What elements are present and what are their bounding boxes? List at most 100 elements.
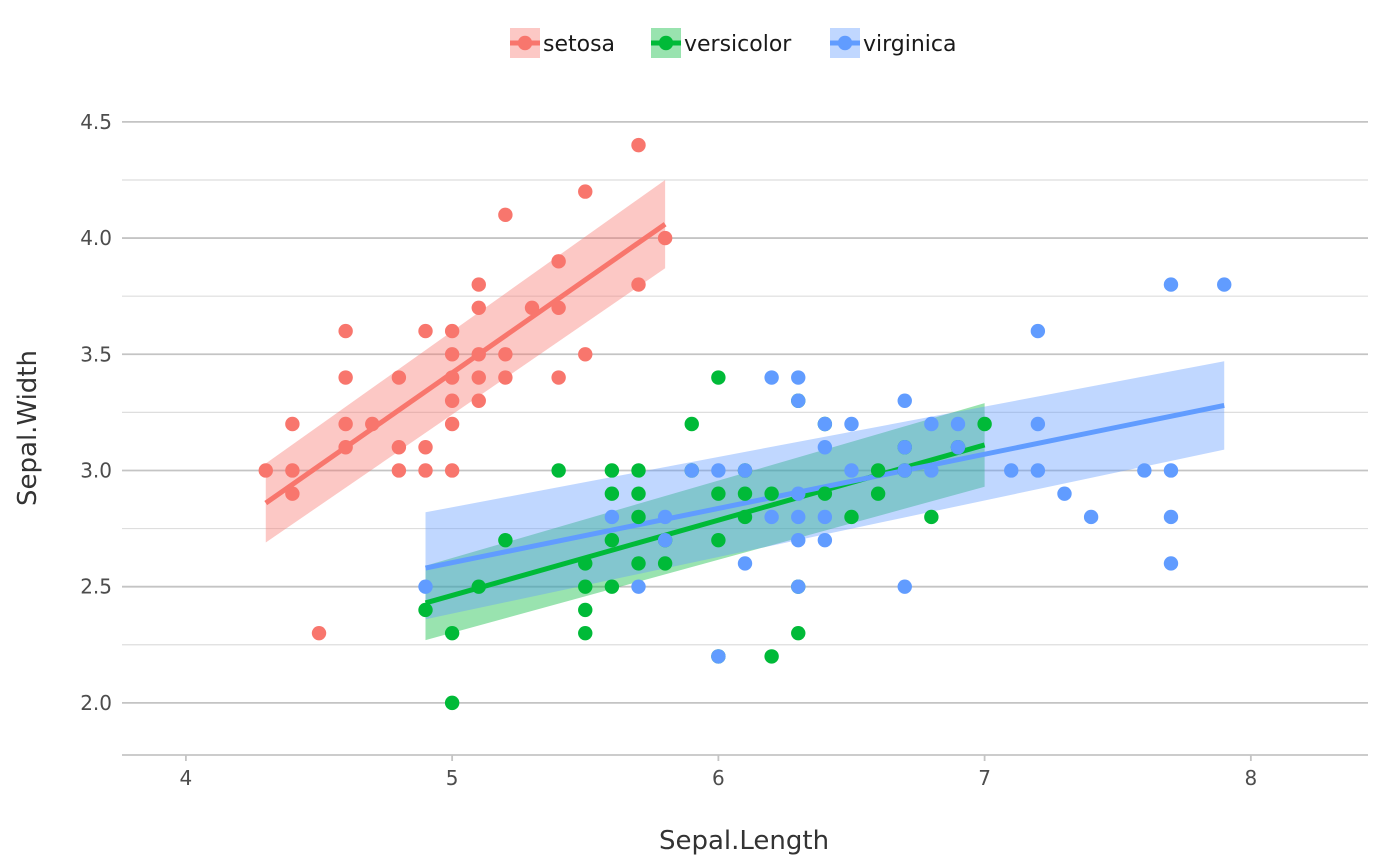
- data-point-versicolor: [551, 463, 566, 478]
- data-point-setosa: [285, 463, 300, 478]
- data-point-setosa: [471, 347, 486, 362]
- data-point-versicolor: [471, 579, 486, 594]
- data-point-setosa: [391, 370, 407, 385]
- data-point-setosa: [444, 463, 460, 478]
- data-point-virginica: [1163, 463, 1179, 478]
- data-point-versicolor: [977, 416, 992, 432]
- data-point-virginica: [1217, 277, 1232, 292]
- legend-key-point-setosa: [517, 35, 533, 51]
- legend-key-point-versicolor: [658, 35, 674, 51]
- data-point-versicolor: [657, 556, 673, 571]
- data-point-virginica: [791, 486, 806, 501]
- data-point-setosa: [338, 323, 353, 339]
- data-point-virginica: [711, 463, 726, 478]
- data-point-versicolor: [711, 532, 726, 548]
- axes: 2.0 2.5 3.0 3.5 4.0 4.5 4 5 6 7 8: [80, 110, 1368, 790]
- data-point-versicolor: [631, 509, 646, 525]
- y-tick-label: 2.0: [80, 691, 112, 715]
- data-point-virginica: [418, 579, 433, 594]
- data-point-versicolor: [604, 579, 620, 594]
- x-tick-label: 8: [1244, 766, 1257, 790]
- data-point-virginica: [1030, 323, 1046, 339]
- data-point-setosa: [444, 416, 460, 432]
- x-tick-label: 4: [180, 766, 193, 790]
- data-point-virginica: [897, 579, 912, 594]
- data-point-virginica: [684, 463, 699, 478]
- legend-key-point-virginica: [837, 35, 853, 51]
- data-point-setosa: [391, 440, 407, 455]
- data-point-setosa: [285, 486, 300, 501]
- data-point-setosa: [258, 463, 273, 478]
- data-point-virginica: [1004, 463, 1019, 478]
- data-point-virginica: [1137, 463, 1152, 478]
- data-point-virginica: [950, 416, 966, 432]
- data-point-setosa: [498, 370, 513, 385]
- data-point-virginica: [791, 579, 806, 594]
- data-point-virginica: [1163, 556, 1179, 571]
- data-point-versicolor: [737, 486, 753, 501]
- data-point-virginica: [897, 440, 912, 455]
- data-point-setosa: [498, 207, 513, 223]
- y-tick-label: 3.5: [80, 342, 112, 366]
- data-point-versicolor: [711, 486, 726, 501]
- data-point-virginica: [897, 463, 912, 478]
- data-point-virginica: [1057, 486, 1072, 501]
- data-point-setosa: [444, 370, 460, 385]
- data-point-setosa: [391, 463, 407, 478]
- data-point-setosa: [471, 393, 486, 408]
- data-point-versicolor: [604, 486, 620, 501]
- data-point-setosa: [551, 370, 566, 385]
- data-point-versicolor: [498, 532, 513, 548]
- data-point-setosa: [285, 416, 300, 432]
- data-point-virginica: [817, 440, 833, 455]
- data-point-setosa: [631, 277, 646, 292]
- data-point-virginica: [1030, 416, 1046, 432]
- data-point-virginica: [817, 416, 833, 432]
- x-axis-title: Sepal.Length: [659, 826, 829, 856]
- data-point-versicolor: [631, 556, 646, 571]
- data-point-versicolor: [764, 649, 779, 664]
- data-point-setosa: [471, 300, 486, 316]
- data-point-versicolor: [844, 509, 859, 525]
- data-point-versicolor: [711, 370, 726, 385]
- y-tick-label: 3.0: [80, 458, 112, 482]
- data-point-setosa: [418, 323, 433, 339]
- data-point-versicolor: [444, 695, 460, 711]
- data-point-versicolor: [870, 486, 886, 501]
- data-point-versicolor: [737, 509, 753, 525]
- y-tick-label: 4.0: [80, 226, 112, 250]
- data-point-virginica: [844, 416, 859, 432]
- x-tick-label: 5: [446, 766, 459, 790]
- data-point-versicolor: [924, 509, 939, 525]
- legend-label-setosa: setosa: [543, 32, 615, 57]
- x-tick-label: 6: [712, 766, 725, 790]
- data-point-virginica: [764, 370, 779, 385]
- y-tick-label: 2.5: [80, 575, 112, 599]
- data-point-setosa: [444, 393, 460, 408]
- data-point-versicolor: [418, 602, 433, 618]
- data-point-virginica: [764, 509, 779, 525]
- data-point-setosa: [365, 416, 380, 432]
- data-point-virginica: [1163, 277, 1179, 292]
- legend-label-virginica: virginica: [863, 32, 957, 57]
- data-point-setosa: [578, 347, 593, 362]
- data-point-virginica: [791, 509, 806, 525]
- data-point-setosa: [551, 300, 566, 316]
- data-point-virginica: [924, 416, 939, 432]
- data-point-virginica: [791, 370, 806, 385]
- data-point-virginica: [897, 393, 912, 408]
- data-point-setosa: [444, 323, 460, 339]
- data-point-versicolor: [604, 463, 620, 478]
- y-tick-label: 4.5: [80, 110, 112, 134]
- data-point-setosa: [471, 370, 486, 385]
- data-point-virginica: [737, 556, 753, 571]
- grid-lines: [122, 120, 1368, 704]
- data-point-setosa: [631, 137, 646, 153]
- data-point-setosa: [524, 300, 540, 316]
- data-point-virginica: [657, 532, 673, 548]
- data-point-versicolor: [578, 579, 593, 594]
- data-point-setosa: [471, 277, 486, 292]
- data-point-virginica: [817, 509, 833, 525]
- legend-label-versicolor: versicolor: [684, 32, 792, 57]
